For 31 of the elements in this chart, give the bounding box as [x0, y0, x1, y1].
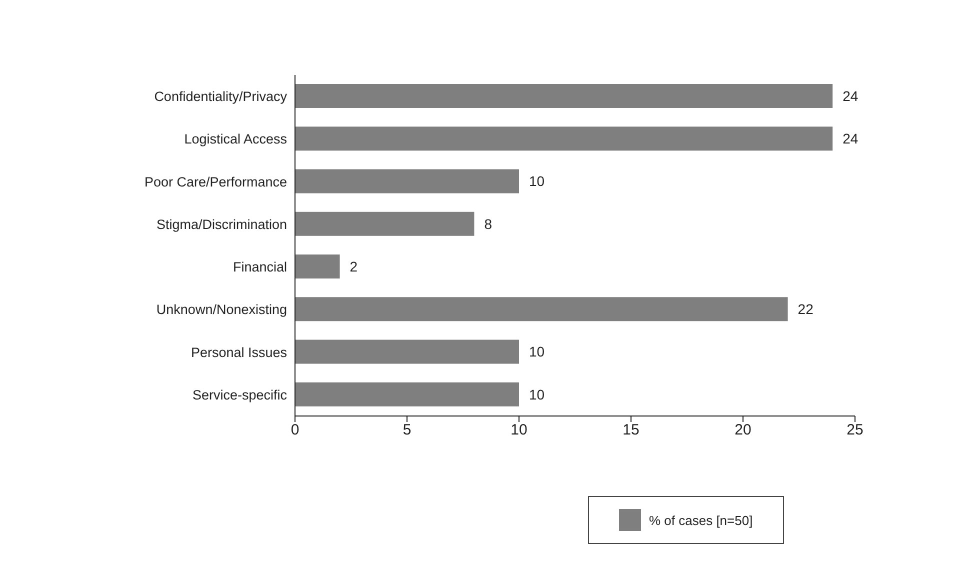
- bar: [295, 382, 519, 406]
- y-tick-label: Unknown/Nonexisting: [156, 302, 287, 318]
- x-tick-label: 20: [734, 422, 752, 439]
- x-tick-label: 15: [622, 422, 640, 439]
- y-tick-label: Logistical Access: [184, 132, 288, 147]
- data-label: 8: [484, 216, 492, 232]
- data-label: 10: [529, 173, 545, 190]
- legend-label: % of cases [n=50]: [648, 512, 753, 530]
- x-tick-label: 25: [846, 422, 864, 439]
- data-label: 10: [529, 344, 545, 360]
- y-tick-label: Poor Care/Performance: [144, 174, 287, 190]
- y-tick-label: Confidentiality/Privacy: [154, 89, 288, 104]
- data-label: 24: [842, 130, 858, 147]
- y-tick-label: Personal Issues: [190, 344, 288, 360]
- bar: [295, 84, 833, 108]
- y-tick-label: Financial: [232, 260, 287, 275]
- bar: [295, 254, 340, 278]
- data-label: 24: [842, 88, 858, 104]
- y-tick-label: Service-specific: [192, 387, 288, 402]
- x-tick-label: 10: [510, 422, 528, 439]
- bar: [295, 212, 474, 236]
- bar: [295, 340, 519, 364]
- x-tick-label: 5: [402, 422, 412, 439]
- bar: [295, 169, 519, 194]
- bar: [295, 126, 833, 151]
- bar: [295, 297, 788, 322]
- data-label: 22: [798, 301, 814, 318]
- y-tick-label: Stigma/Discrimination: [156, 216, 287, 232]
- data-label: 2: [350, 258, 358, 274]
- x-tick-label: 0: [290, 422, 300, 439]
- data-label: 10: [529, 386, 545, 402]
